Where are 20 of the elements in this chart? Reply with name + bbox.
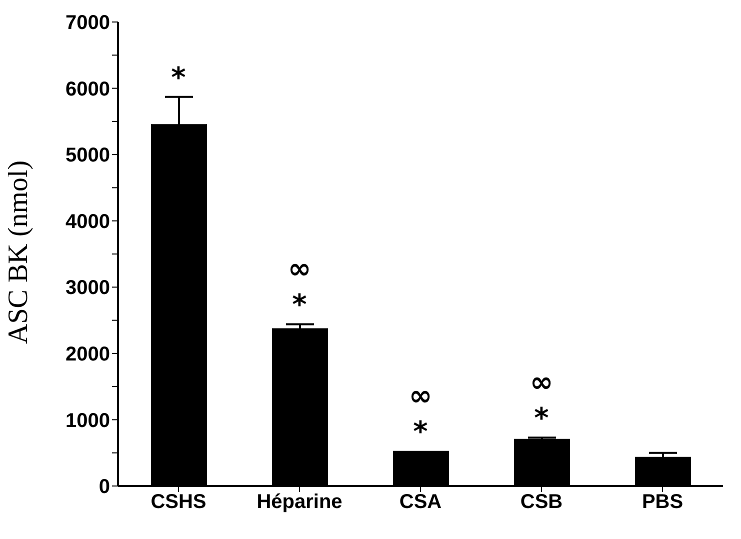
y-tick-label: 3000 — [66, 277, 110, 300]
annotation: * — [534, 402, 550, 435]
x-tick-label: PBS — [642, 491, 684, 514]
x-tick-label: CSA — [399, 491, 442, 514]
x-tick-label: CSHS — [150, 491, 206, 514]
x-tick-label: CSB — [520, 491, 563, 514]
annotation: ∞ — [288, 252, 312, 286]
x-tick-label: Héparine — [256, 491, 342, 514]
y-tick-label: 1000 — [66, 410, 110, 432]
annotation: * — [292, 288, 308, 322]
annotation: * — [413, 414, 428, 448]
annotation: ∞ — [408, 378, 432, 412]
y-tick-label: 6000 — [66, 78, 110, 100]
y-tick-label: 7000 — [66, 12, 110, 34]
annotation: ∞ — [530, 366, 554, 399]
annotation: * — [171, 60, 186, 94]
y-tick-label: 2000 — [66, 344, 110, 366]
y-tick-label: 5000 — [66, 144, 110, 167]
y-tick-label: 4000 — [66, 210, 110, 233]
y-tick-label: 0 — [98, 476, 110, 498]
